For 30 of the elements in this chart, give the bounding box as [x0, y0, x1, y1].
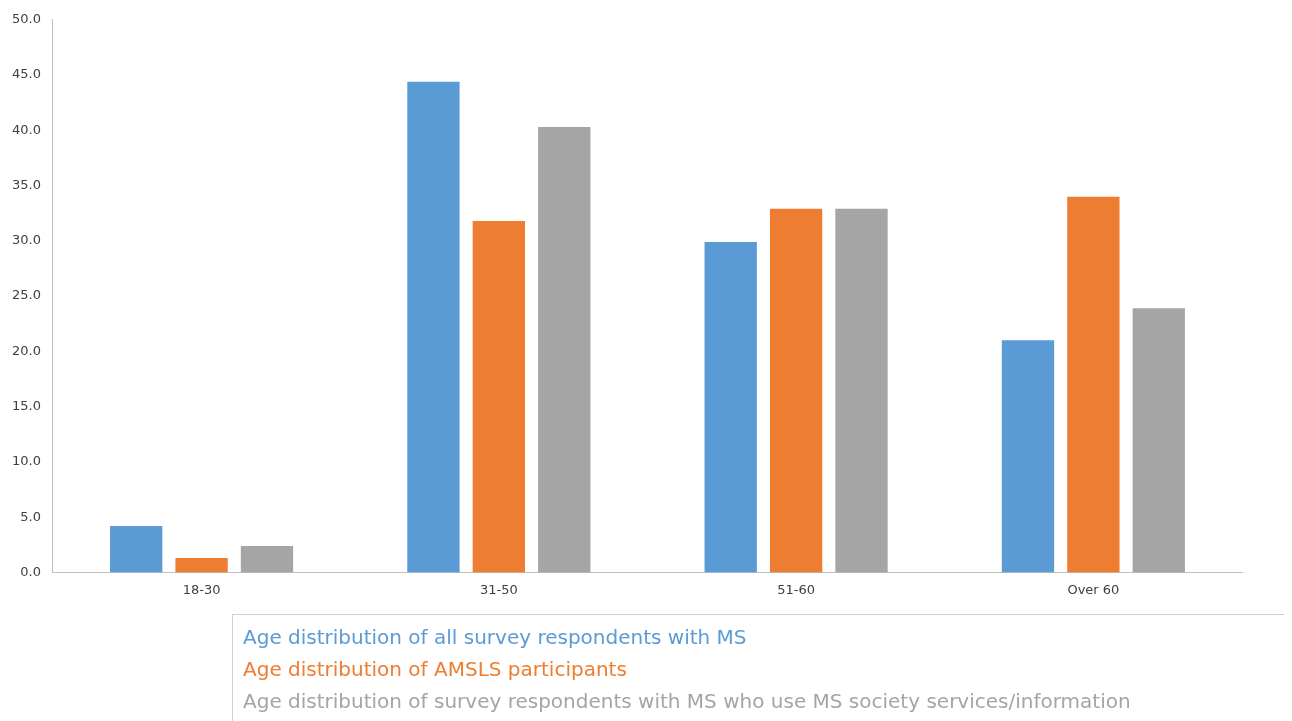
y-tick-label: 40.0 — [11, 121, 41, 137]
bar — [835, 208, 888, 573]
x-tick-label: 18-30 — [182, 581, 221, 597]
bar — [1001, 340, 1055, 573]
bar — [1067, 196, 1120, 573]
bar — [240, 545, 294, 573]
bar — [472, 220, 525, 573]
bar — [769, 208, 823, 573]
text: Age distribution of all survey respondents with MS — [243, 624, 748, 651]
bar — [110, 525, 163, 573]
y-tick-label: 20.0 — [11, 342, 41, 358]
x-tick-label: Over 60 — [1067, 581, 1120, 597]
y-tick-label: 50.0 — [11, 11, 41, 27]
y-tick-label: 35.0 — [11, 176, 41, 192]
y-tick-label: 30.0 — [11, 232, 41, 248]
bar — [538, 127, 591, 573]
y-tick-label: 10.0 — [11, 453, 41, 469]
bar — [1132, 308, 1185, 573]
bar — [175, 558, 228, 573]
y-tick-label: 15.0 — [11, 397, 41, 413]
x-tick-label: 31-50 — [479, 581, 518, 597]
bar — [704, 241, 757, 573]
text: Age distribution of AMSLS participants — [243, 656, 628, 683]
y-tick-label: 0.0 — [20, 563, 41, 579]
y-tick-label: 45.0 — [11, 66, 41, 82]
y-tick-label: 25.0 — [11, 287, 41, 303]
x-tick-label: 51-60 — [777, 581, 815, 597]
text: Age distribution of survey respondents with MS who use MS society services/information — [243, 688, 1132, 715]
y-tick-label: 5.0 — [20, 508, 41, 524]
bar — [407, 81, 460, 573]
